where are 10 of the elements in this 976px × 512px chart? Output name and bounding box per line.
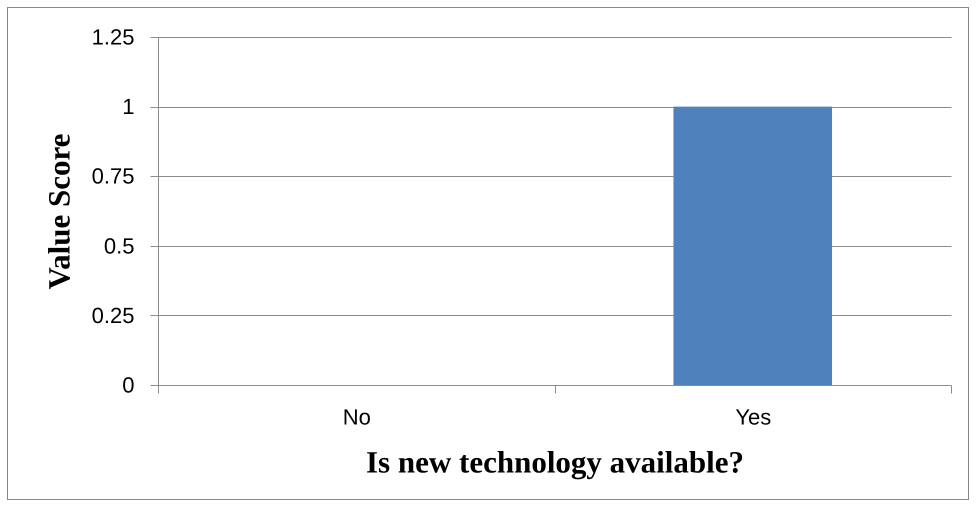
x-tick-label: No (342, 404, 371, 430)
y-tick-label: 1 (122, 94, 134, 120)
y-axis-title: Value Score (42, 134, 76, 290)
y-tick-label: 0.75 (92, 164, 134, 189)
y-tick-label: 0.5 (104, 233, 134, 258)
y-tick-label: 1.25 (92, 24, 134, 50)
x-axis-title: Is new technology available? (366, 444, 744, 480)
x-tick-label: Yes (735, 404, 772, 430)
y-tick-label: 0 (122, 372, 134, 398)
y-tick-label: 0.25 (92, 302, 134, 328)
